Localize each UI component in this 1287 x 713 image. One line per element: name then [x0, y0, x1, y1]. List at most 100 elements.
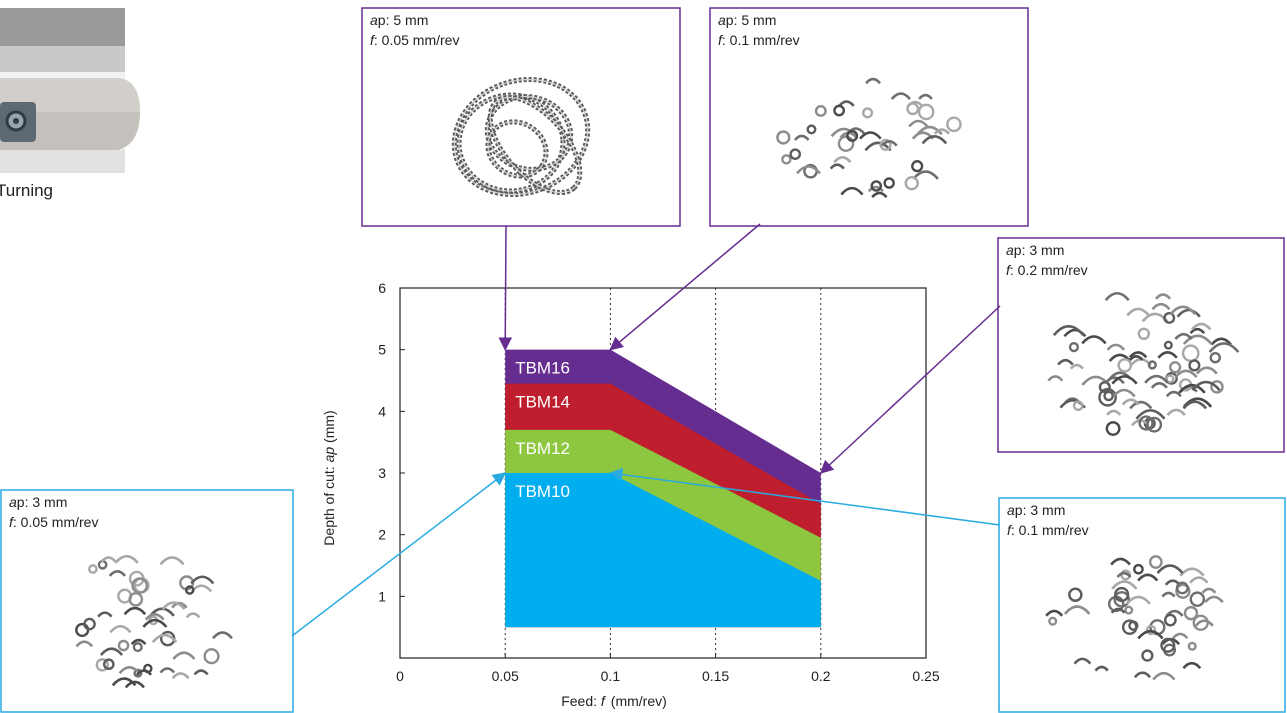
callout-f-value: : 0.2 mm/rev: [1010, 262, 1088, 278]
chip-spiral: [1147, 360, 1157, 370]
chip-curl: [1069, 363, 1084, 370]
chip-spiral: [131, 577, 148, 594]
x-axis-title-prefix: Feed:: [561, 693, 601, 709]
chip-spiral: [1163, 340, 1173, 350]
chip-curl: [1174, 332, 1193, 340]
callout-box: [998, 497, 1286, 713]
x-tick-label-5: 0.25: [912, 668, 939, 684]
chip-curl: [912, 170, 939, 180]
chip-spiral: [911, 160, 924, 173]
chip-curl: [171, 672, 190, 680]
callout-arrow-c2: [609, 223, 761, 351]
chip-curl: [840, 186, 864, 196]
chip-curl: [1194, 619, 1214, 627]
chip-curl: [114, 554, 139, 564]
chip-curl: [1073, 657, 1092, 665]
chip-curl: [1111, 375, 1138, 385]
callout-ap-line: ap: 3 mm: [1006, 242, 1064, 258]
callout-ap-var: a: [370, 12, 378, 28]
y-axis-title-prefix: Depth of cut:: [321, 462, 337, 545]
callout-box: [0, 489, 294, 713]
chip-spiral: [1163, 311, 1176, 324]
callout-ap-value: : 3 mm: [1023, 502, 1066, 518]
y-tick-label-5: 6: [378, 280, 386, 296]
chip-spiral: [132, 642, 143, 653]
chip-spiral: [1210, 380, 1224, 394]
chip-spiral: [1124, 605, 1134, 615]
chip-spiral: [906, 102, 920, 116]
chip-spiral: [833, 104, 846, 117]
chip-spiral: [1103, 390, 1114, 402]
chip-curl: [1179, 567, 1205, 577]
chip-curl: [881, 139, 898, 147]
y-tick-label-2: 3: [378, 465, 386, 481]
chip-curl: [144, 613, 165, 621]
chip-curl: [1169, 305, 1197, 316]
chip-curl: [1189, 576, 1209, 584]
chip-curl: [172, 651, 196, 660]
callout-c3: ap: 3 mm f: 0.2 mm/rev: [997, 237, 1285, 453]
chip-image: [776, 77, 962, 199]
y-tick-label-1: 2: [378, 527, 386, 543]
chip-curl: [99, 647, 124, 656]
callout-f-line: f: 0.1 mm/rev: [718, 32, 800, 48]
tool-caption: Turning: [0, 181, 53, 200]
chip-curl: [118, 665, 141, 675]
chip-spiral: [1072, 400, 1084, 412]
callout-f-var: f: [9, 514, 15, 530]
chip-curl: [1201, 587, 1217, 594]
chip-curl: [916, 125, 943, 136]
chip-spiral: [870, 180, 883, 192]
chip-curl: [871, 191, 888, 199]
chip-curl: [796, 165, 821, 175]
chip-curl: [890, 92, 911, 100]
callout-f-line: f: 0.05 mm/rev: [9, 514, 98, 530]
chip-curl: [109, 624, 132, 634]
chip-curl: [1178, 383, 1206, 394]
chip-curl: [1150, 382, 1168, 389]
chip-spiral: [904, 176, 919, 191]
chip-curl: [97, 611, 113, 618]
chip-curl: [1182, 334, 1213, 345]
y-tick-label-3: 4: [378, 403, 386, 419]
chip-curl: [142, 618, 168, 628]
chip-spiral: [781, 154, 792, 165]
chip-spiral: [1117, 358, 1133, 373]
plot-area: TBM16 TBM14 TBM12 TBM10: [504, 288, 822, 658]
callout-ap-value: : 3 mm: [1022, 242, 1065, 258]
x-tick-label-3: 0.15: [702, 668, 729, 684]
chip-curl: [1204, 595, 1224, 604]
chip-curl: [193, 669, 209, 676]
callout-ap-line: ap: 3 mm: [1007, 502, 1065, 518]
chip-curl: [1081, 335, 1107, 345]
chip-spiral: [128, 591, 144, 607]
chip-spiral: [1133, 563, 1144, 575]
chip-curl: [1174, 369, 1198, 378]
region-label-tbm14: TBM14: [515, 393, 570, 412]
chip-coil-highlight: [458, 94, 564, 192]
callout-f-line: f: 0.05 mm/rev: [370, 32, 459, 48]
chip-curl: [918, 93, 933, 100]
callout-ap-line: ap: 5 mm: [370, 12, 428, 28]
callout-ap-line: ap: 3 mm: [9, 494, 67, 510]
chip-spiral: [806, 124, 817, 135]
chip-curl: [108, 569, 127, 577]
chip-spiral: [1141, 649, 1154, 662]
callout-f-value: : 0.1 mm/rev: [1011, 522, 1089, 538]
callout-ap-var2: p: [1014, 242, 1022, 258]
chip-curl: [1110, 557, 1131, 566]
chip-curl: [1156, 564, 1184, 574]
chip-spiral: [1138, 415, 1154, 431]
chip-curl: [867, 185, 885, 193]
callout-arrow-c5: [609, 467, 1001, 526]
chip-spiral: [1163, 613, 1177, 627]
chip-spiral: [1168, 361, 1182, 374]
chip-curl: [1112, 388, 1136, 398]
chip-curl: [1104, 291, 1130, 302]
chip-curl: [1052, 325, 1085, 337]
callout-box: [997, 237, 1285, 453]
callout-ap-var: a: [1007, 502, 1015, 518]
chip-spiral: [1048, 616, 1058, 626]
callout-arrow-c4: [291, 472, 507, 637]
x-axis-title-var: f: [601, 693, 607, 709]
